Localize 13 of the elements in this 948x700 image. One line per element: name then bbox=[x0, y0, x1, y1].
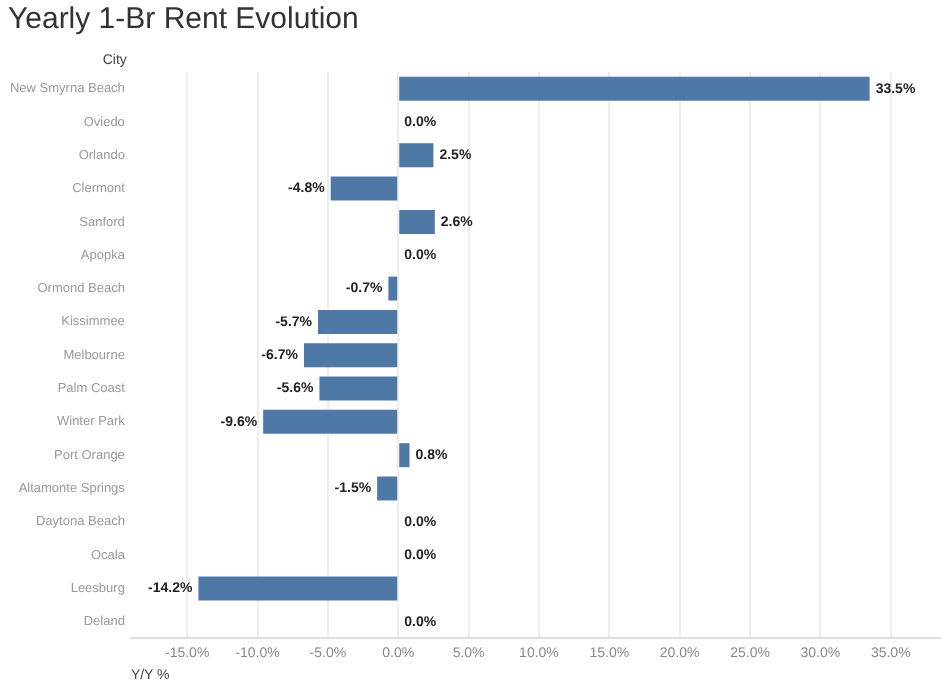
bar bbox=[303, 343, 398, 368]
bar bbox=[399, 209, 435, 234]
bar bbox=[318, 309, 398, 334]
bar bbox=[330, 176, 398, 201]
bar bbox=[399, 76, 870, 101]
bar bbox=[198, 576, 398, 601]
bar bbox=[399, 443, 410, 468]
bar bbox=[319, 376, 398, 401]
chart-title: Yearly 1-Br Rent Evolution bbox=[8, 2, 359, 36]
bar bbox=[399, 143, 434, 168]
bar bbox=[263, 409, 398, 434]
bar bbox=[377, 476, 398, 501]
bar bbox=[388, 276, 398, 301]
